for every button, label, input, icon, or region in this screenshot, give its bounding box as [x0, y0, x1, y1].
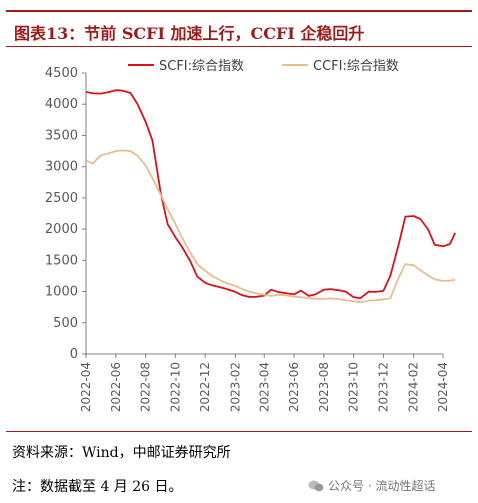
series-line-scfi	[85, 89, 457, 299]
y-tick-label: 0	[70, 347, 78, 362]
y-tick-label: 1000	[45, 285, 78, 300]
figure-title: 图表13：节前 SCFI 加速上行，CCFI 企稳回升	[14, 24, 365, 43]
y-tick-label: 3500	[45, 128, 78, 143]
y-tick-label: 3000	[45, 160, 78, 175]
x-tick-label: 2023-06	[287, 362, 301, 412]
x-tick-label: 2023-12	[376, 362, 390, 412]
x-tick-label: 2023-08	[317, 362, 331, 412]
legend-label: CCFI:综合指数	[313, 59, 399, 74]
y-tick-label: 500	[53, 316, 78, 331]
footnote: 注：数据截至 4 月 26 日。	[12, 479, 183, 495]
line-chart: 0 500 1000 1500 2000 2500 3000 3500 4000 4500 2022…	[45, 59, 457, 412]
y-tick-label: 4500	[45, 66, 78, 81]
legend-label: SCFI:综合指数	[159, 59, 244, 74]
chart-area: 0 500 1000 1500 2000 2500 3000 3500 4000 4500 2022…	[0, 50, 478, 430]
watermark-text: 公众号 · 流动性超话	[328, 479, 436, 493]
x-tick-label: 2024-04	[436, 362, 450, 412]
series-line-ccfi	[85, 149, 456, 304]
figure-title-bar: 图表13：节前 SCFI 加速上行，CCFI 企稳回升	[6, 10, 472, 47]
x-tick-label: 2022-12	[198, 362, 212, 412]
x-tick-label: 2022-10	[168, 362, 182, 412]
x-tick-label: 2024-02	[407, 362, 421, 412]
x-tick-label: 2023-10	[347, 362, 361, 412]
x-tick-label: 2023-02	[228, 362, 242, 412]
x-tick-label: 2023-04	[257, 362, 271, 412]
y-tick-label: 2500	[45, 191, 78, 206]
source-note: 资料来源：Wind，中邮证券研究所	[12, 445, 231, 461]
y-tick-label: 2000	[45, 222, 78, 237]
x-tick-label: 2022-06	[109, 362, 123, 412]
watermark: 公众号 · 流动性超话	[308, 477, 435, 494]
y-tick-label: 4000	[45, 97, 78, 112]
x-tick-label: 2022-04	[79, 362, 93, 412]
wechat-icon	[308, 480, 324, 492]
x-tick-label: 2022-08	[139, 362, 153, 412]
y-tick-label: 1500	[45, 253, 78, 268]
bottom-rule	[6, 431, 472, 432]
